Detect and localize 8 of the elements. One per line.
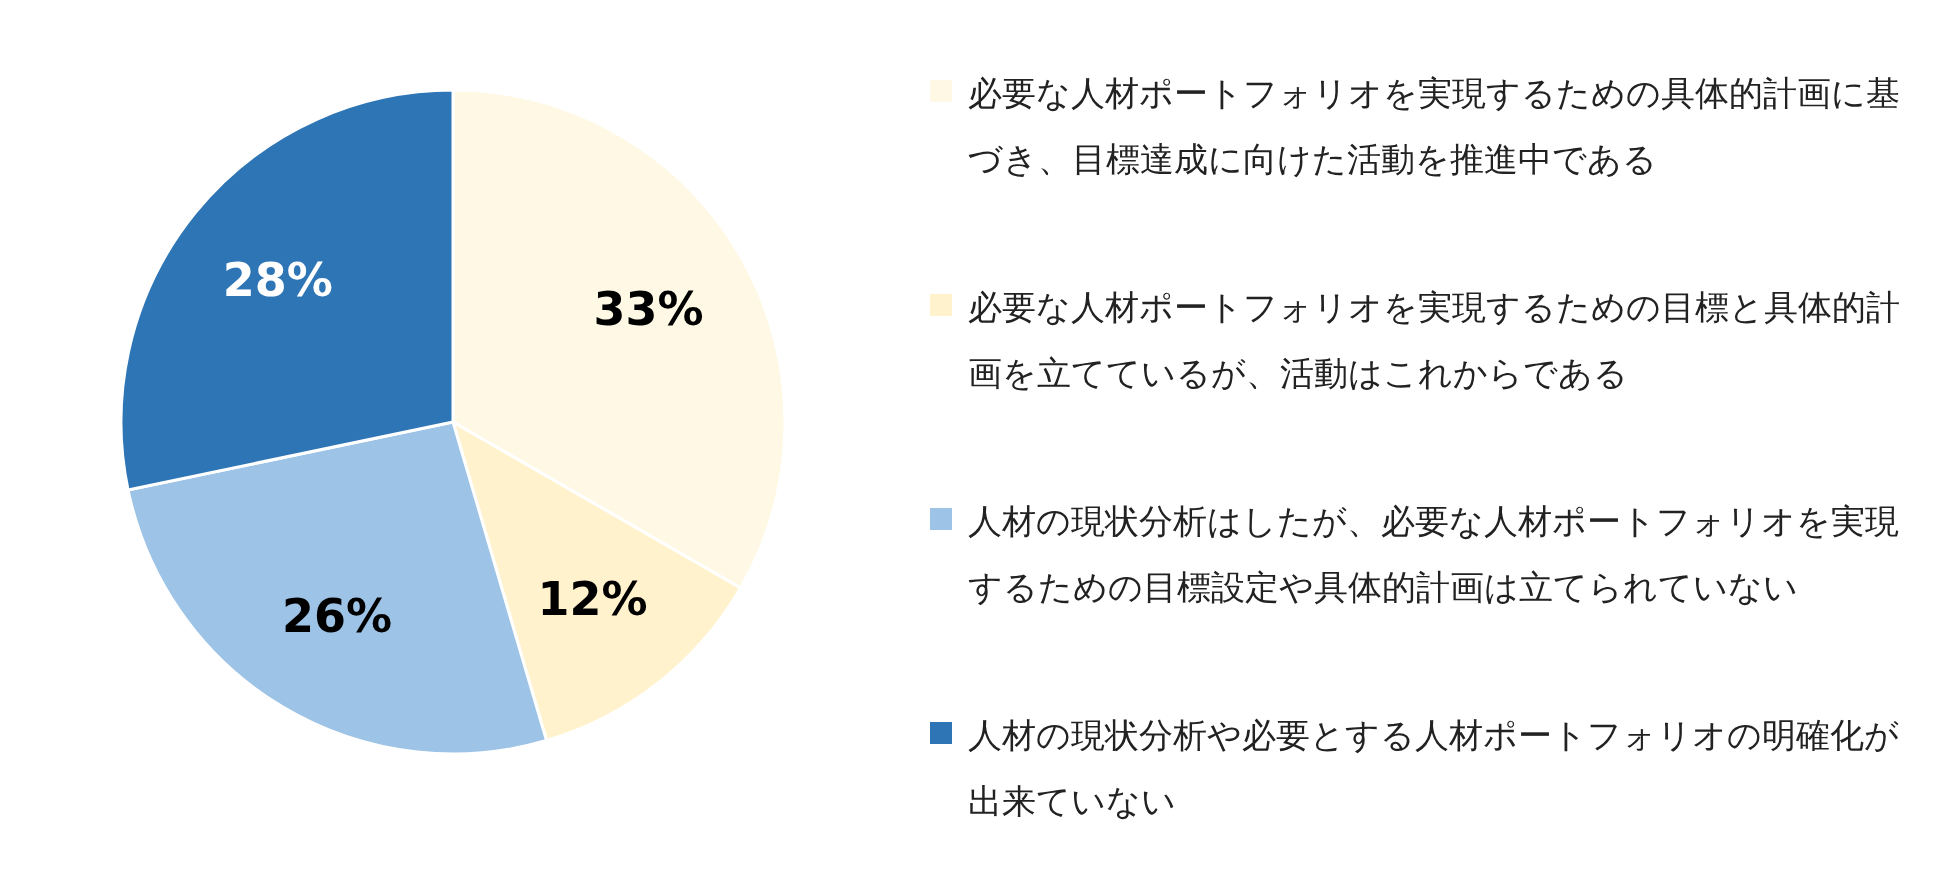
legend-label: 人材の現状分析はしたが、必要な人材ポートフォリオを実現するための目標設定や具体的計画は立てられていない <box>968 500 1900 609</box>
data-label: 28% <box>222 252 333 307</box>
legend-label: 人材の現状分析や必要とする人材ポートフォリオの明確化が出来ていない <box>968 714 1900 823</box>
legend-label: 必要な人材ポートフォリオを実現するための具体的計画に基づき、目標達成に向けた活動を推進中である <box>968 72 1901 181</box>
data-label: 33% <box>593 282 704 337</box>
data-label: 12% <box>537 572 648 627</box>
legend-label: 必要な人材ポートフォリオを実現するための目標と具体的計画を立てているが、活動はこれからである <box>968 286 1901 395</box>
data-label: 26% <box>281 588 393 643</box>
